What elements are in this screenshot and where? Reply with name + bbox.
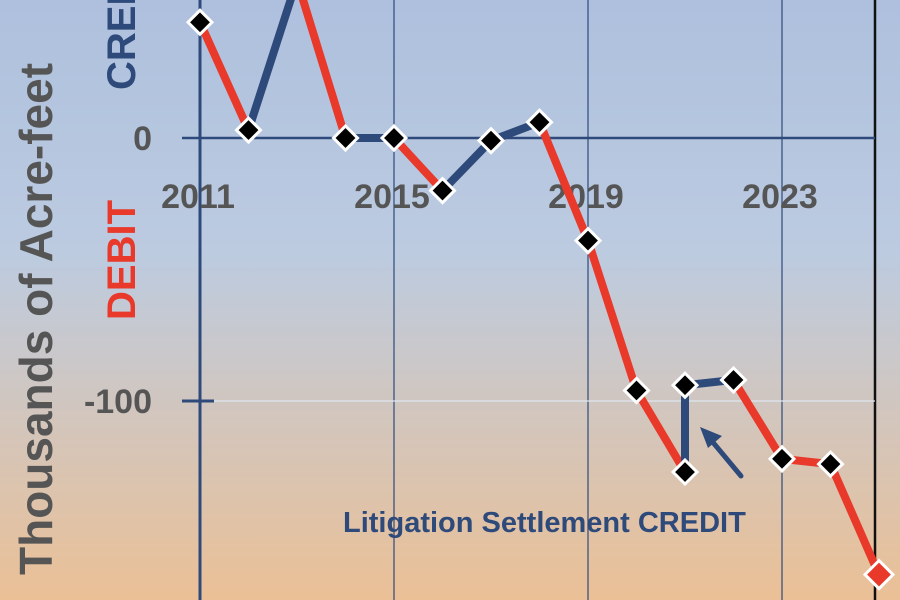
grid-lines xyxy=(182,0,877,600)
data-point-marker xyxy=(862,558,896,591)
y-axis-debit-label: DEBIT xyxy=(100,200,144,320)
data-markers xyxy=(185,8,896,591)
data-point-marker xyxy=(379,123,409,153)
x-ticks: 2011 2015 2019 2023 xyxy=(161,178,818,216)
data-point-marker xyxy=(331,123,360,153)
x-tick-label: 2011 xyxy=(161,178,235,216)
y-tick-label: 0 xyxy=(133,120,152,158)
annotation-arrow-shaft xyxy=(708,437,744,479)
y-ticks: 0 -100 xyxy=(84,120,152,421)
data-point-marker xyxy=(573,226,603,255)
data-point-marker xyxy=(185,8,215,37)
annotation-arrow-head xyxy=(700,427,722,448)
debit-segment xyxy=(826,460,883,579)
data-point-marker xyxy=(525,108,554,137)
data-point-marker xyxy=(428,176,457,205)
annotation-group: Litigation Settlement CREDIT xyxy=(343,427,746,539)
credit-segment xyxy=(244,0,295,135)
debit-segment xyxy=(196,18,253,135)
debit-segment xyxy=(729,375,786,463)
data-point-marker xyxy=(670,457,700,487)
x-tick-label: 2015 xyxy=(354,178,430,216)
y-axis-title: Thousands of Acre-feet xyxy=(10,63,62,575)
debit-segment xyxy=(584,236,641,395)
credit-segment xyxy=(438,136,495,195)
data-point-marker xyxy=(767,444,797,473)
debit-segment xyxy=(298,0,350,142)
data-point-marker xyxy=(670,371,700,400)
debit-segment xyxy=(390,134,447,195)
x-tick-label: 2023 xyxy=(742,178,818,216)
annotation-litigation-settlement: Litigation Settlement CREDIT xyxy=(343,507,746,539)
data-point-marker xyxy=(622,376,651,405)
data-point-marker xyxy=(816,449,845,479)
data-point-marker xyxy=(476,126,506,155)
data-point-marker xyxy=(719,365,748,395)
debit-segment xyxy=(632,386,689,477)
y-tick-label: -100 xyxy=(84,383,152,421)
data-point-marker xyxy=(234,115,263,145)
debit-segment xyxy=(535,118,592,245)
y-axis-credit-label: CREDIT xyxy=(100,0,144,90)
y-axis-title-group: Thousands of Acre-feet CREDIT DEBIT xyxy=(10,0,144,575)
x-tick-label: 2019 xyxy=(548,178,624,216)
